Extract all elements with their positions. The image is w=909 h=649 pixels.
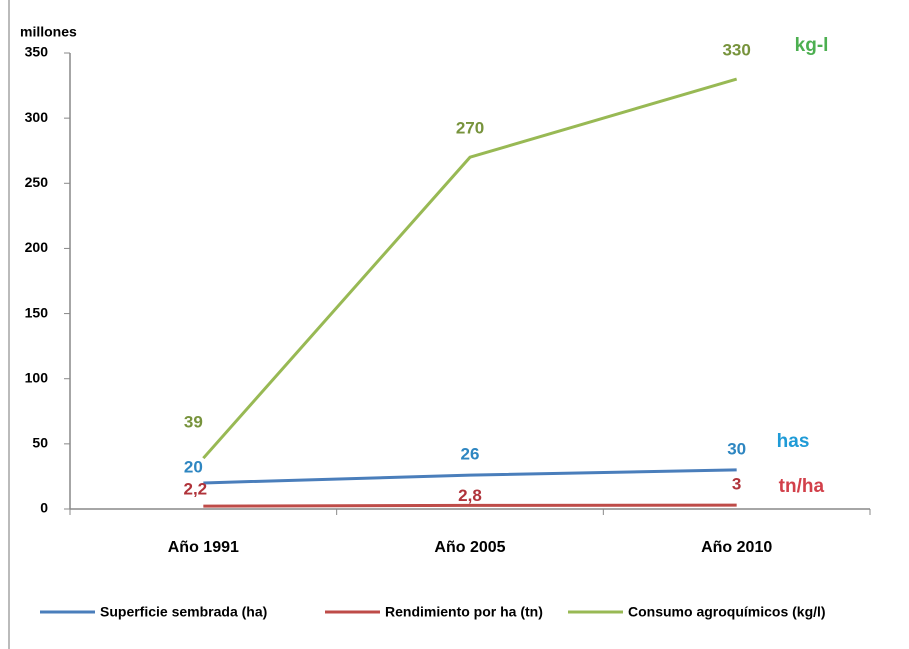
value-label: 39: [184, 413, 203, 432]
series-annotation: tn/ha: [779, 476, 825, 497]
value-label: 26: [461, 445, 480, 464]
y-axis-label: millones: [20, 24, 77, 40]
y-tick-label: 0: [40, 500, 48, 516]
y-tick-label: 250: [25, 174, 49, 190]
legend-label: Rendimiento por ha (tn): [385, 604, 543, 620]
value-label: 330: [722, 41, 750, 60]
x-tick-label: Año 2010: [701, 539, 772, 556]
x-tick-label: Año 1991: [168, 539, 239, 556]
series-line: [203, 468, 737, 485]
value-label: 270: [456, 119, 484, 138]
value-label: 3: [732, 475, 741, 494]
value-label: 20: [184, 457, 203, 476]
series-annotation: kg-l: [795, 35, 829, 56]
value-label: 2,8: [458, 486, 482, 505]
series-annotation: has: [777, 431, 810, 452]
y-tick-label: 300: [25, 109, 49, 125]
series-line: [202, 77, 738, 460]
value-label: 30: [727, 439, 746, 458]
value-label: 2,2: [184, 480, 208, 499]
series-line: [203, 503, 737, 508]
y-tick-label: 150: [25, 304, 49, 320]
y-tick-label: 50: [32, 435, 48, 451]
legend-label: Consumo agroquímicos (kg/l): [628, 604, 826, 620]
y-tick-label: 100: [25, 369, 49, 385]
legend-label: Superficie sembrada (ha): [100, 604, 267, 620]
x-tick-label: Año 2005: [434, 539, 505, 556]
y-tick-label: 200: [25, 239, 49, 255]
y-tick-label: 350: [25, 44, 49, 60]
